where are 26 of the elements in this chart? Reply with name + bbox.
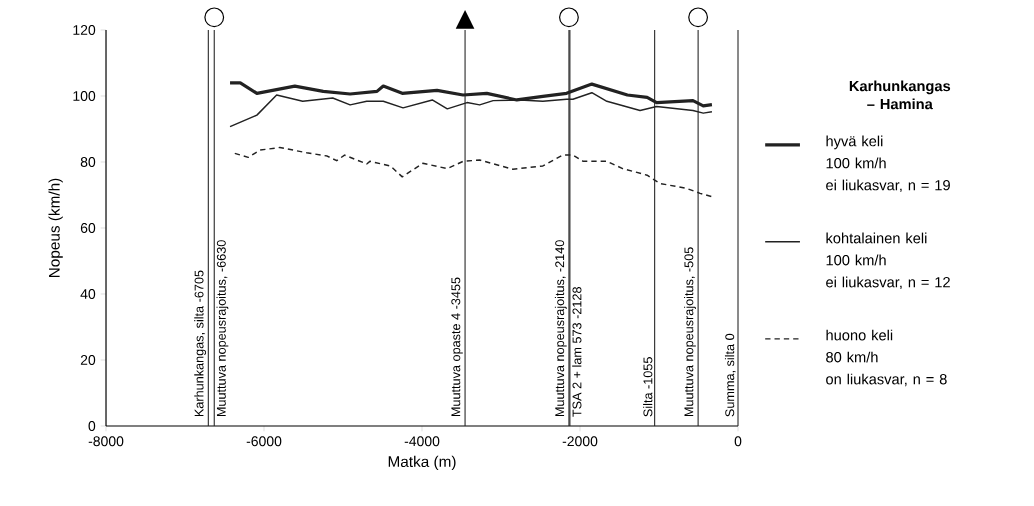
y-axis-title: Nopeus (km/h) (48, 178, 63, 278)
y-tick-label: 80 (80, 157, 96, 167)
legend-label: hyvä keli 100 km/h ei liukasvar, n = 19 (826, 135, 950, 193)
legend-label: kohtalainen keli 100 km/h ei liukasvar, n = 12 (826, 232, 950, 290)
legend-label: huono keli 80 km/h on liukasvar, n = 8 (826, 329, 947, 387)
x-tick-label: -8000 (88, 436, 124, 447)
x-tick-label: -6000 (246, 436, 282, 447)
y-tick-label: 40 (80, 289, 96, 299)
ref-line-label: TSA 2 + lam 573 -2128 (572, 287, 582, 417)
ref-line-label: Muuttuva nopeusrajoitus, -6630 (216, 240, 229, 417)
ref-line-label: Summa, silta 0 (724, 333, 736, 417)
ref-line-label: Silta -1055 (643, 357, 653, 417)
x-tick-label: -2000 (562, 436, 598, 447)
ref-line-label: Muuttuva opaste 4 -3455 (451, 277, 463, 417)
ref-line-label: Muuttuva nopeusrajoitus, -505 (684, 247, 696, 417)
y-tick-label: 60 (80, 223, 96, 233)
legend-title: Karhunkangas – Hamina (849, 80, 951, 110)
x-axis-title: Matka (m) (388, 455, 456, 471)
x-tick-label: 0 (734, 436, 742, 447)
ref-line-label: Karhunkangas, silta -6705 (194, 270, 207, 417)
y-tick-label: 20 (80, 355, 96, 365)
x-tick-label: -4000 (404, 436, 440, 447)
y-tick-label: 100 (73, 91, 96, 101)
ref-line-label: Muuttuva nopeusrajoitus, -2140 (554, 240, 567, 417)
y-tick-label: 0 (88, 421, 96, 431)
y-tick-label: 120 (73, 25, 96, 35)
